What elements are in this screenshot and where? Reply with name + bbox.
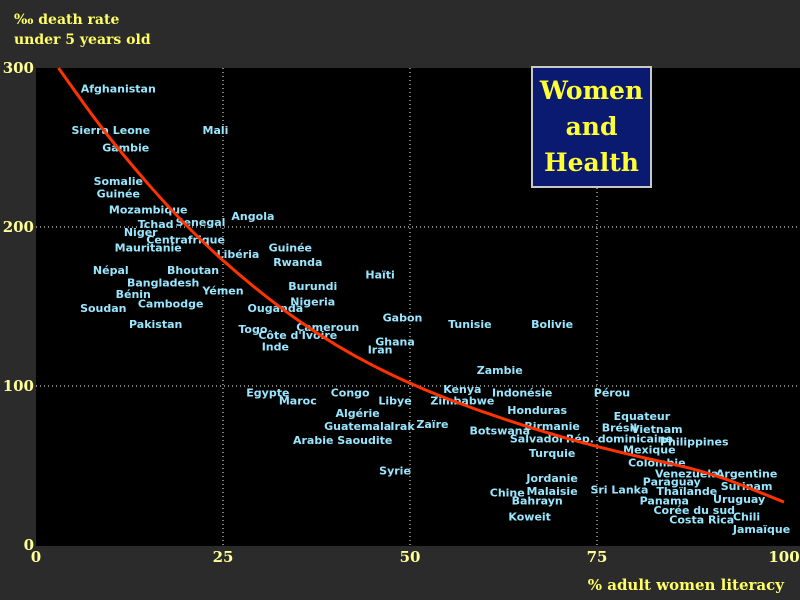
country-label: Ghana xyxy=(375,335,415,348)
country-label: Argentine xyxy=(716,467,777,480)
y-tick-label: 100 xyxy=(3,377,34,395)
country-label: Jamaïque xyxy=(732,523,790,536)
tick-labels: 0 25 50 75 100 0 100 200 300 xyxy=(3,59,800,566)
country-label: Somalie xyxy=(94,175,143,188)
country-label: Ouganda xyxy=(248,302,304,315)
country-label: Sri Lanka xyxy=(590,483,648,496)
country-label: Tunisie xyxy=(448,318,492,331)
country-label: Egypte xyxy=(246,386,289,399)
country-label: Kenya xyxy=(443,383,481,396)
country-label: Bangladesh xyxy=(127,277,199,290)
title-line-2: and xyxy=(565,112,618,141)
country-label: Togo xyxy=(238,323,267,336)
x-tick-label: 75 xyxy=(587,548,608,566)
country-label: Algérie xyxy=(335,407,379,420)
country-label: Guatemala xyxy=(324,420,391,433)
trend-curve xyxy=(57,67,785,504)
title-line-3: Health xyxy=(544,148,639,177)
country-label: Zambie xyxy=(477,364,523,377)
grid-lines xyxy=(36,68,800,545)
plot-area xyxy=(36,68,800,546)
x-tick-label: 50 xyxy=(400,548,421,566)
country-label: Bhoutan xyxy=(167,264,219,277)
country-label: Colombie xyxy=(628,456,686,469)
country-label: Panama xyxy=(640,494,689,507)
country-label: Sierra Leone xyxy=(72,124,151,137)
country-label: Corée du sud xyxy=(653,504,735,517)
y-tick-label: 0 xyxy=(24,536,34,554)
x-axis-label: % adult women literacy xyxy=(587,576,784,594)
country-label: Népal xyxy=(93,264,129,277)
country-label: Birmanie xyxy=(524,420,580,433)
country-label: Thaïlande xyxy=(656,485,717,498)
x-tick-label: 25 xyxy=(213,548,234,566)
country-label: Zaïre xyxy=(416,418,448,431)
country-label: Salvador xyxy=(510,432,565,445)
country-label: Syrie xyxy=(379,464,411,477)
country-label: Koweit xyxy=(508,510,551,523)
y-axis-label-line1: ‰ death rate xyxy=(14,12,120,28)
country-label: Costa Rica xyxy=(669,514,734,527)
country-label: Gabon xyxy=(383,312,423,325)
country-label: Arabie Saoudite xyxy=(293,434,392,447)
country-label: Inde xyxy=(262,340,289,353)
country-label: Angola xyxy=(231,210,274,223)
country-label: Bahrayn xyxy=(512,494,563,507)
country-label: Philippines xyxy=(660,436,729,449)
country-label: Haïti xyxy=(365,269,394,282)
country-label: Niger xyxy=(124,226,158,239)
country-label: Soudan xyxy=(80,302,126,315)
country-label: Malaisie xyxy=(527,485,578,498)
y-tick-label: 300 xyxy=(3,59,34,77)
country-label: Nigeria xyxy=(290,296,335,309)
country-label: Cambodge xyxy=(138,297,204,310)
x-tick-label: 0 xyxy=(31,548,41,566)
country-label: Honduras xyxy=(507,404,567,417)
country-label: Guinée xyxy=(97,188,140,201)
y-tick-label: 200 xyxy=(3,218,34,236)
country-label: Vietnam xyxy=(631,423,683,436)
title-box: Women and Health xyxy=(531,66,652,188)
country-label: Rwanda xyxy=(273,256,322,269)
country-label: Paraguay xyxy=(643,475,701,488)
country-label: Congo xyxy=(331,386,370,399)
country-label: Tchad xyxy=(138,218,174,231)
country-label: Irak xyxy=(390,420,415,433)
country-label: Indonésie xyxy=(492,386,552,399)
country-label: Mali xyxy=(203,124,229,137)
country-label: Turquie xyxy=(529,447,576,460)
country-label: Jordanie xyxy=(525,472,577,485)
country-label: Mexique xyxy=(623,444,675,457)
country-labels: Afghanistan Sierra Leone Mali Gambie Somalie… xyxy=(72,83,791,536)
country-label: Chine xyxy=(490,487,525,500)
country-label: Yémen xyxy=(201,285,243,298)
country-label: Bénin xyxy=(116,288,151,301)
country-label: Rép. dominicaine xyxy=(566,432,673,445)
country-label: Pakistan xyxy=(129,318,182,331)
country-label: Botswana xyxy=(469,425,530,438)
country-label: Chili xyxy=(733,510,760,523)
country-label: Guinée xyxy=(269,242,312,255)
title-line-1: Women xyxy=(539,76,644,105)
x-tick-label: 100 xyxy=(768,548,799,566)
country-label: Equateur xyxy=(614,410,671,423)
country-label: Bolivie xyxy=(531,318,573,331)
country-label: Gambie xyxy=(102,142,149,155)
country-label: Afghanistan xyxy=(81,83,156,96)
country-label: Uruguay xyxy=(713,493,765,506)
country-label: Mauritanie xyxy=(115,242,182,255)
country-label: Maroc xyxy=(279,394,317,407)
country-label: Libye xyxy=(378,394,411,407)
country-label: Libéria xyxy=(217,248,260,261)
country-label: Brésil xyxy=(602,421,637,434)
y-axis-label-line2: under 5 years old xyxy=(14,32,151,48)
country-label: Burundi xyxy=(288,280,337,293)
country-label: Pérou xyxy=(594,386,630,399)
country-label: Iran xyxy=(368,343,393,356)
